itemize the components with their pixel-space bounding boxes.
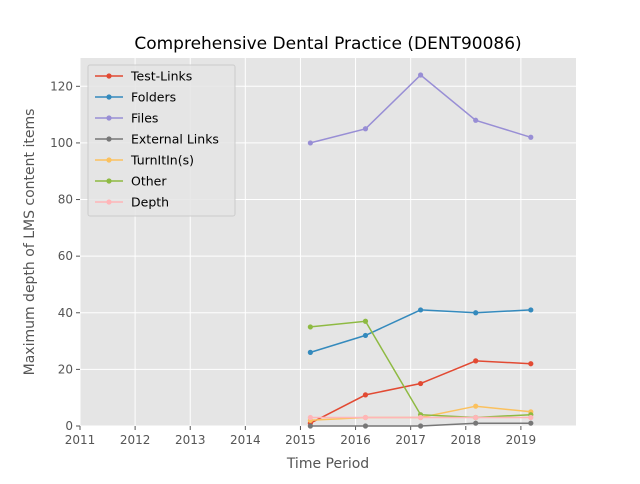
y-tick-label: 100 bbox=[50, 136, 73, 150]
data-point-external-links bbox=[307, 423, 313, 429]
legend-marker-other bbox=[106, 178, 112, 184]
legend-marker-test-links bbox=[106, 73, 112, 79]
legend-label-folders: Folders bbox=[131, 90, 176, 105]
data-point-depth bbox=[528, 414, 534, 421]
data-point-other bbox=[362, 318, 369, 324]
data-point-external-links bbox=[362, 423, 369, 429]
data-point-other bbox=[307, 324, 313, 330]
axis-ticks: 0 20 40 60 80 100 120 2011 2012 2013 2014 2015 2016 2… bbox=[50, 79, 536, 447]
series-lines bbox=[307, 72, 534, 429]
data-point-folders bbox=[473, 310, 479, 316]
x-tick-label: 2015 bbox=[285, 433, 316, 447]
data-point-depth bbox=[307, 414, 313, 421]
data-point-files bbox=[473, 117, 479, 123]
y-tick-label: 120 bbox=[50, 79, 73, 93]
data-point-external-links bbox=[528, 420, 534, 426]
data-point-depth bbox=[417, 414, 424, 421]
data-point-test-links bbox=[417, 380, 424, 387]
data-point-test-links bbox=[362, 392, 369, 398]
x-tick-label: 2012 bbox=[120, 433, 151, 447]
data-point-files bbox=[528, 134, 534, 140]
legend-label-other: Other bbox=[131, 174, 167, 189]
legend-label-external-links: External Links bbox=[131, 132, 219, 147]
x-axis-label: Time Period bbox=[286, 456, 369, 472]
data-point-folders bbox=[528, 307, 534, 313]
y-tick-label: 80 bbox=[58, 193, 73, 207]
data-point-test-links bbox=[473, 358, 479, 364]
series-files bbox=[307, 72, 534, 146]
y-tick-label: 20 bbox=[58, 362, 73, 376]
data-point-turnitin-s bbox=[473, 403, 479, 409]
legend-label-files: Files bbox=[131, 111, 158, 126]
y-tick-label: 60 bbox=[58, 249, 73, 263]
legend-box bbox=[87, 64, 236, 217]
legend: Test-Links Folders Files External Links Turn… bbox=[87, 64, 236, 217]
data-point-depth bbox=[362, 414, 369, 421]
data-point-folders bbox=[417, 307, 424, 313]
data-point-external-links bbox=[473, 420, 479, 426]
series-depth bbox=[307, 414, 534, 421]
legend-marker-turnitin-s bbox=[106, 157, 112, 163]
series-external-links bbox=[307, 420, 534, 429]
series-folders bbox=[307, 307, 534, 355]
x-tick-label: 2014 bbox=[230, 433, 261, 447]
chart-title: Comprehensive Dental Practice (DENT90086… bbox=[134, 34, 521, 54]
legend-marker-files bbox=[106, 115, 112, 121]
y-tick-label: 0 bbox=[65, 419, 73, 433]
y-axis-label: Maximum depth of LMS content items bbox=[22, 109, 38, 376]
x-tick-label: 2013 bbox=[175, 433, 206, 447]
legend-label-depth: Depth bbox=[131, 195, 169, 210]
data-point-external-links bbox=[417, 423, 424, 429]
legend-marker-folders bbox=[106, 94, 112, 100]
x-tick-label: 2018 bbox=[451, 433, 482, 447]
legend-label-turnitin-s: TurnItIn(s) bbox=[130, 153, 194, 168]
data-point-files bbox=[307, 140, 313, 146]
x-tick-label: 2011 bbox=[65, 433, 96, 447]
data-point-folders bbox=[362, 332, 369, 339]
data-point-files bbox=[417, 72, 424, 78]
y-tick-label: 40 bbox=[58, 306, 73, 320]
legend-marker-external-links bbox=[106, 136, 112, 142]
data-point-test-links bbox=[528, 361, 534, 367]
x-tick-label: 2019 bbox=[506, 433, 537, 447]
x-tick-label: 2017 bbox=[395, 433, 426, 447]
data-point-files bbox=[362, 126, 369, 132]
legend-label-test-links: Test-Links bbox=[130, 69, 192, 84]
x-tick-label: 2016 bbox=[340, 433, 371, 447]
data-point-folders bbox=[307, 349, 313, 355]
data-point-depth bbox=[473, 414, 479, 421]
legend-marker-depth bbox=[106, 199, 112, 205]
